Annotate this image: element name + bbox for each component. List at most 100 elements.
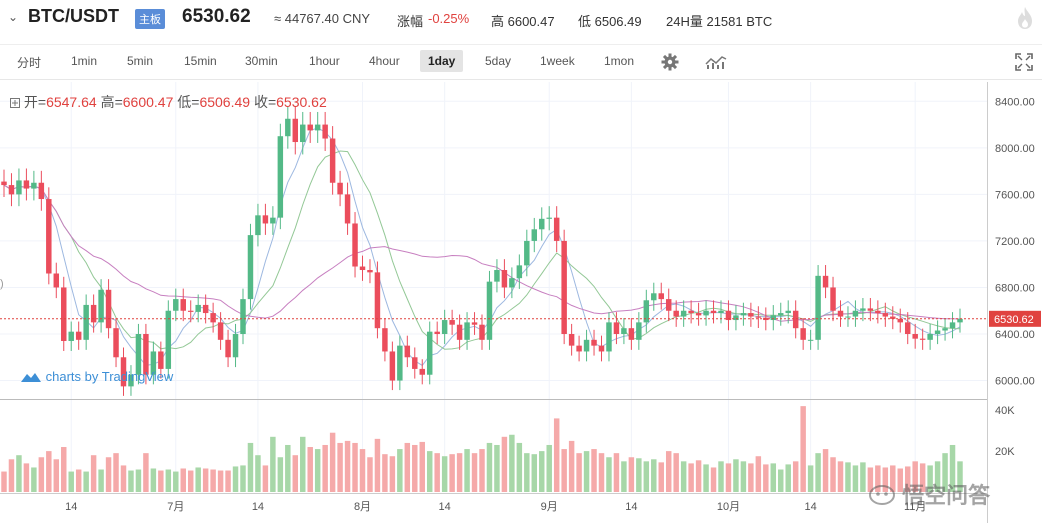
expand-legend-icon[interactable] bbox=[10, 98, 20, 108]
candle-body bbox=[725, 310, 732, 321]
flame-icon[interactable] bbox=[1015, 6, 1035, 30]
volume-bar bbox=[815, 453, 821, 492]
candle-body bbox=[927, 334, 933, 340]
gear-icon[interactable] bbox=[661, 53, 679, 71]
candle-body bbox=[792, 310, 799, 329]
candle-body bbox=[643, 300, 650, 323]
candle-body bbox=[412, 357, 418, 369]
price-tick-label: 6800.00 bbox=[995, 282, 1035, 294]
volume-bar bbox=[628, 457, 635, 492]
interval-tab-5min[interactable]: 5min bbox=[127, 54, 154, 68]
candle-body bbox=[822, 275, 829, 288]
volume-bar bbox=[494, 444, 500, 492]
candle-body bbox=[755, 316, 762, 318]
interval-tab-timeline[interactable]: 分时 bbox=[17, 56, 42, 70]
volume-bar bbox=[875, 465, 881, 492]
volume-bar bbox=[852, 465, 859, 492]
candle-body bbox=[68, 331, 74, 341]
candle-body bbox=[665, 299, 672, 311]
candle-body bbox=[882, 313, 889, 317]
tradingview-credit[interactable]: charts by TradingView bbox=[20, 369, 173, 384]
volume-bar bbox=[158, 470, 164, 492]
volume-bar bbox=[322, 444, 328, 492]
candle-body bbox=[382, 328, 388, 352]
candle-body bbox=[397, 345, 403, 381]
volume-bar bbox=[232, 466, 239, 492]
candle-body bbox=[404, 345, 411, 358]
volume-bar bbox=[792, 461, 799, 492]
volume-bar bbox=[300, 436, 306, 492]
volume-bar bbox=[568, 440, 575, 492]
volume-bar bbox=[31, 467, 37, 492]
candle-body bbox=[232, 334, 239, 358]
volume-bar bbox=[867, 467, 874, 492]
volume-bar bbox=[531, 454, 538, 492]
interval-tab-30min[interactable]: 30min bbox=[245, 54, 278, 68]
candle-body bbox=[890, 316, 896, 319]
change-label: 涨幅 bbox=[397, 14, 424, 29]
candle-body bbox=[426, 331, 433, 375]
volume-bar bbox=[98, 469, 104, 492]
indicator-icon[interactable] bbox=[705, 54, 727, 70]
volume-bar bbox=[46, 451, 52, 492]
candle-body bbox=[934, 330, 941, 335]
interval-tab-5day[interactable]: 5day bbox=[485, 54, 512, 68]
interval-toolbar: 分时 1min 5min 15min 30min 1hour 4hour 1da… bbox=[0, 44, 1042, 80]
candle-body bbox=[471, 322, 478, 325]
interval-tab-4hour[interactable]: 4hour bbox=[369, 54, 400, 68]
volume-bar bbox=[8, 459, 15, 492]
volume-bars bbox=[1, 406, 963, 492]
volume-bar bbox=[501, 436, 508, 492]
candle-body bbox=[837, 310, 844, 317]
volume-bar bbox=[419, 441, 425, 492]
candle-body bbox=[942, 328, 948, 331]
watermark-text: 悟空问答 bbox=[902, 483, 991, 508]
interval-tab-1mon[interactable]: 1mon bbox=[604, 54, 635, 68]
fullscreen-icon[interactable] bbox=[1015, 53, 1033, 71]
candle-body bbox=[561, 240, 567, 335]
volume-bar bbox=[785, 464, 791, 492]
volume-bar bbox=[240, 465, 246, 492]
volume-bar bbox=[449, 454, 455, 492]
volume-bar bbox=[695, 460, 702, 492]
last-price: 6530.62 bbox=[182, 6, 251, 27]
candle-body bbox=[748, 313, 754, 317]
interval-tab-1min[interactable]: 1min bbox=[71, 54, 98, 68]
volume-bar bbox=[202, 468, 209, 492]
volume-bar bbox=[344, 440, 351, 492]
price-tick-label: 8000.00 bbox=[995, 143, 1035, 155]
low-value: 6506.49 bbox=[199, 94, 251, 110]
candle-body bbox=[568, 334, 575, 346]
collapse-handle-icon: ) bbox=[0, 278, 4, 290]
interval-tab-15min[interactable]: 15min bbox=[184, 54, 217, 68]
interval-tab-1week[interactable]: 1week bbox=[540, 54, 575, 68]
candle-body bbox=[202, 304, 209, 314]
volume-bar bbox=[598, 453, 605, 492]
chevron-down-icon[interactable]: ⌄ bbox=[8, 10, 19, 24]
interval-tab-1day[interactable]: 1day bbox=[420, 50, 464, 72]
candle-body bbox=[173, 299, 179, 311]
candle-body bbox=[606, 322, 612, 352]
candle-body bbox=[718, 310, 724, 314]
close-label: 收= bbox=[253, 94, 277, 110]
candle-body bbox=[277, 136, 284, 218]
interval-tab-1hour[interactable]: 1hour bbox=[309, 54, 340, 68]
volume-bar bbox=[173, 471, 179, 492]
price-chart[interactable]: 6000.00 6400.00 6800.00 7200.00 7600.00 8000.… bbox=[0, 82, 1042, 523]
volume-bar bbox=[217, 470, 224, 492]
volume-axis-labels: 20K 40K bbox=[995, 405, 1015, 458]
ohlc-legend: 开=6547.64 高=6600.47 低=6506.49 收=6530.62 bbox=[10, 92, 327, 112]
volume-bar bbox=[53, 459, 60, 492]
candle-body bbox=[98, 289, 104, 323]
volume-bar bbox=[389, 456, 396, 492]
candle-body bbox=[852, 310, 859, 317]
candle-body bbox=[53, 273, 60, 288]
volume-bar bbox=[382, 454, 388, 492]
symbol-selector[interactable]: BTC/USDT bbox=[28, 6, 119, 26]
volume-bar bbox=[516, 442, 523, 492]
volume-bar bbox=[591, 449, 597, 492]
chart-grid bbox=[0, 82, 988, 492]
candle-body bbox=[628, 328, 635, 340]
candle-body bbox=[105, 289, 112, 329]
volume-bar bbox=[665, 451, 672, 492]
